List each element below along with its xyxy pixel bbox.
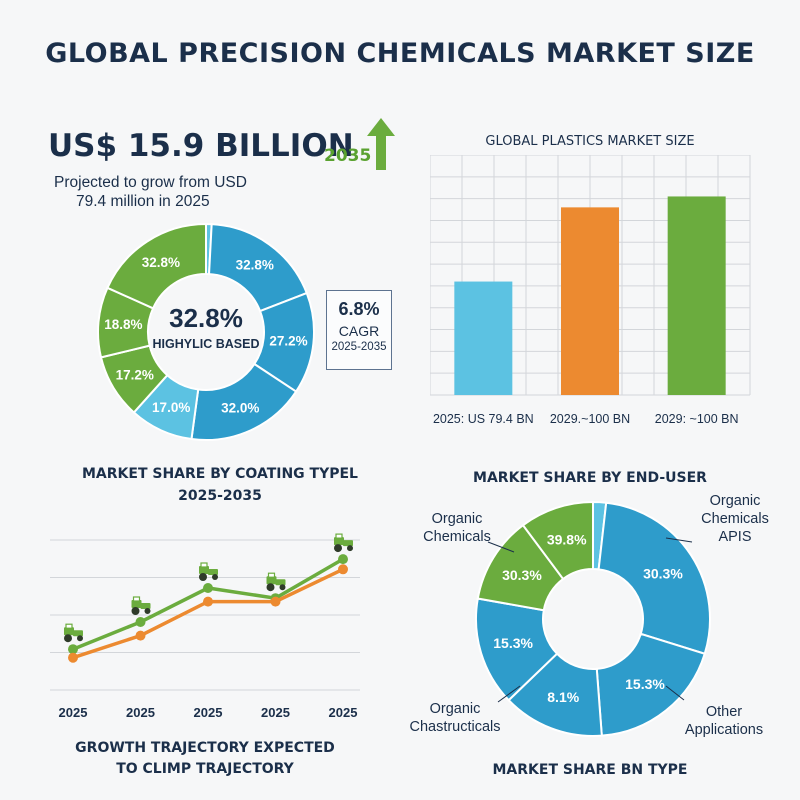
arrow-up-icon [367, 118, 395, 170]
line-point [135, 630, 146, 641]
donut-slice-label: 32.8% [236, 258, 274, 273]
annotation-top-left-line-1: Organic [431, 511, 483, 527]
line-point [338, 564, 348, 575]
bar [667, 196, 726, 395]
bar-category-label: 2029.~100 BN [550, 412, 630, 426]
donut-center-value: 32.8% [169, 303, 243, 333]
end-user-donut-chart: 30.3% 15.3% 8.1% 15.3% 30.3% 39.8% [475, 500, 711, 737]
end-user-title: MARKET SHARE BY END-USER [473, 470, 707, 486]
donut-slice-label: 30.3% [643, 565, 683, 581]
headline-value: US$ 15.9 BILLION [48, 128, 354, 164]
donut-slice-label: 15.3% [625, 676, 665, 692]
cagr-value: 6.8% [338, 299, 380, 319]
annotation-bottom-right: Other Applications [676, 703, 772, 739]
subtext-line-2: 79.4 million in 2025 [76, 193, 210, 210]
bar-category-label: 2025: US 79.4 BN [433, 412, 534, 426]
cagr-box: 6.8% CAGR 2025-2035 [326, 290, 392, 370]
tractor-icon [131, 596, 151, 615]
annotation-top-right-line-1: Organic [709, 493, 761, 509]
bar-category-label: 2029: ~100 BN [655, 412, 739, 426]
annotation-bottom-left-line-2: Chastructicals [409, 719, 501, 735]
annotation-bottom-right-line-2: Applications [684, 722, 764, 738]
coating-type-donut-chart: 32.8% 27.2% 32.0% 17.0% 17.2% 18.8% 32.8% 32.8… [97, 222, 315, 441]
growth-line-chart: 2025 2025 2025 2025 2025 [50, 533, 360, 720]
line-point [68, 644, 78, 655]
donut-slice-label: 27.2% [269, 334, 307, 349]
donut-slice-label: 32.0% [221, 400, 259, 415]
donut-slice [106, 222, 207, 310]
bar-chart-title: GLOBAL PLASTICS MARKET SIZE [485, 134, 695, 149]
cagr-label: CAGR [338, 323, 380, 339]
line-point [203, 583, 213, 593]
line-point [338, 554, 348, 565]
annotation-bottom-right-line-1: Other [705, 704, 743, 720]
x-tick-label: 2025 [261, 705, 290, 720]
x-tick-label: 2025 [194, 705, 223, 720]
tractor-icon [64, 623, 83, 643]
end-user-caption: MARKET SHARE BN TYPE [492, 762, 688, 778]
bar [561, 207, 619, 395]
donut-slice [475, 597, 559, 702]
tractor-icon [199, 562, 218, 581]
coating-caption-line-2: 2025-2035 [178, 488, 262, 504]
headline-year: 2035 [324, 146, 372, 166]
line-point [68, 652, 78, 663]
x-tick-label: 2025 [59, 705, 88, 720]
growth-caption-line-1: GROWTH TRAJECTORY EXPECTED [75, 740, 335, 756]
annotation-top-right-line-3: APIS [718, 529, 752, 545]
donut-slice-label: 17.2% [116, 367, 154, 382]
growth-caption-line-2: TO CLIMP TRAJECTORY [116, 761, 294, 777]
donut-center-label: HIGHYLIC BASED [153, 337, 260, 351]
bar [454, 281, 513, 395]
line-point [270, 596, 281, 607]
annotation-top-right: Organic Chemicals APIS [690, 492, 780, 546]
donut-slice-label: 15.3% [493, 635, 533, 651]
donut-slice-label: 30.3% [502, 567, 542, 583]
line-point [135, 617, 146, 627]
tractor-icon [334, 533, 353, 553]
donut-slice [521, 500, 594, 581]
donut-slice-label: 17.0% [152, 400, 190, 415]
subtext-line-1: Projected to grow from USD [54, 174, 247, 191]
headline-subtext: Projected to grow from USD 79.4 million … [54, 173, 314, 211]
tractor-icon [266, 572, 286, 592]
donut-slice-label: 8.1% [547, 689, 579, 705]
x-tick-label: 2025 [126, 705, 155, 720]
donut-slice-label: 18.8% [104, 317, 142, 332]
annotation-bottom-left-line-1: Organic [429, 701, 481, 717]
cagr-range: 2025-2035 [331, 341, 387, 353]
donut-slice [595, 632, 706, 737]
donut-slice-label: 39.8% [547, 532, 587, 548]
line-point [203, 596, 213, 607]
donut-slice [597, 501, 711, 656]
page-title: GLOBAL PRECISION CHEMICALS MARKET SIZE [45, 38, 755, 69]
annotation-leader-lines [487, 537, 693, 703]
annotation-top-right-line-2: Chemicals [701, 511, 769, 527]
annotation-bottom-left: Organic Chastructicals [400, 700, 510, 736]
plastics-bar-chart: 2025: US 79.4 BN 2029.~100 BN 2029: ~100 B… [430, 155, 751, 426]
annotation-top-left: Organic Chemicals [412, 510, 502, 546]
x-tick-label: 2025 [329, 705, 358, 720]
annotation-top-left-line-2: Chemicals [423, 529, 491, 545]
coating-caption-line-1: MARKET SHARE BY COATING TYPEL [82, 466, 358, 482]
donut-slice-label: 32.8% [142, 255, 180, 270]
